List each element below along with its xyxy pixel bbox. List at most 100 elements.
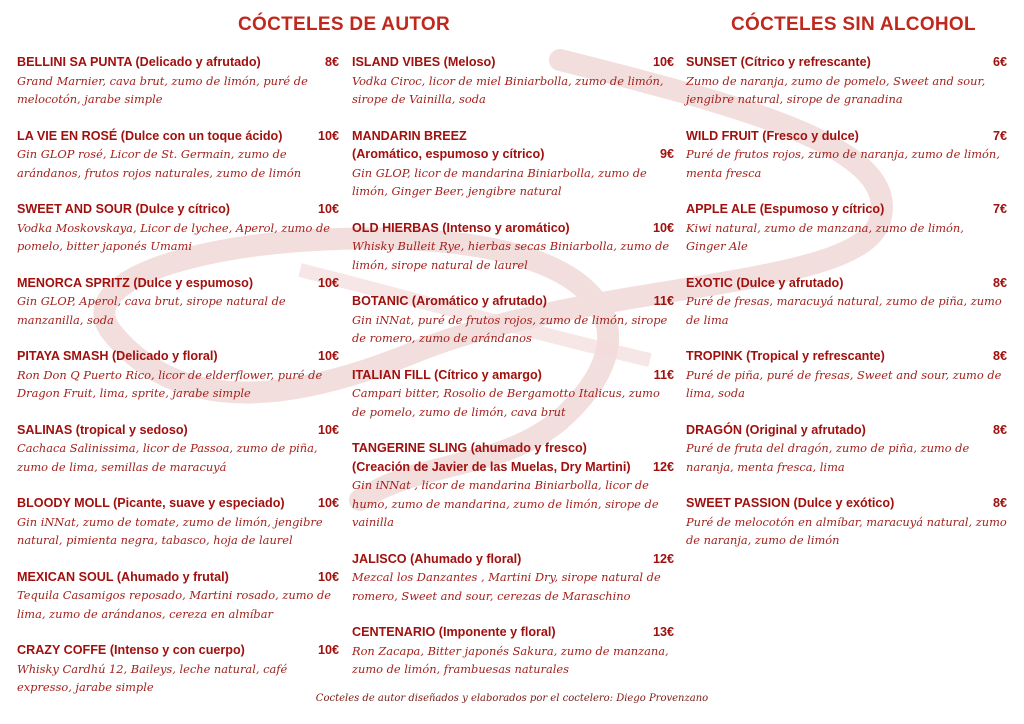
item-title-line: DRAGÓN (Original y afrutado) 8€ bbox=[686, 421, 1007, 440]
menu-item: OLD HIERBAS (Intenso y aromático) 10€ Whis… bbox=[352, 219, 674, 275]
item-price: 11€ bbox=[653, 367, 674, 382]
item-price: 8€ bbox=[324, 55, 339, 69]
menu-item: CENTENARIO (Imponente y floral) 13€ Ron Za… bbox=[352, 623, 674, 679]
menu-item: BLOODY MOLL (Picante, suave y especiado)… bbox=[17, 494, 339, 550]
item-description: Gin iNNat , licor de mandarina Biniarbol… bbox=[352, 478, 659, 529]
item-title-line: ITALIAN FILL (Cítrico y amargo) 11€ bbox=[352, 366, 674, 385]
item-description: Vodka Ciroc, licor de miel Biniarbolla, … bbox=[352, 73, 664, 107]
item-title-line: SWEET AND SOUR (Dulce y cítrico) 10€ bbox=[17, 200, 339, 219]
item-price: 8€ bbox=[992, 496, 1007, 510]
item-name: TANGERINE SLING (ahumado y fresco) bbox=[352, 441, 587, 455]
item-description: Puré de frutos rojos, zumo de naranja, z… bbox=[686, 147, 1000, 180]
item-name: TROPINK (Tropical y refrescante) bbox=[686, 349, 885, 363]
item-description: Gin GLOP, Aperol, cava brut, sirope natu… bbox=[17, 294, 286, 327]
menu-item: SWEET AND SOUR (Dulce y cítrico) 10€ Vodka… bbox=[17, 200, 339, 256]
item-price: 8€ bbox=[992, 349, 1007, 363]
item-title-line: SALINAS (tropical y sedoso) 10€ bbox=[17, 421, 339, 440]
item-title-line: PITAYA SMASH (Delicado y floral) 10€ bbox=[17, 347, 339, 366]
item-name: (Creación de Javier de las Muelas, Dry M… bbox=[352, 459, 631, 474]
item-price: 10€ bbox=[317, 275, 339, 290]
item-title-line: JALISCO (Ahumado y floral) 12€ bbox=[352, 550, 674, 569]
menu-item: WILD FRUIT (Fresco y dulce) 7€ Puré de fru… bbox=[686, 127, 1007, 183]
item-price: 11€ bbox=[653, 294, 674, 308]
footer-credit: Cocteles de autor diseñados y elaborados… bbox=[315, 693, 709, 704]
menu-item: MEXICAN SOUL (Ahumado y frutal) 10€ Tequil… bbox=[17, 568, 339, 624]
item-description: Ron Don Q Puerto Rico, licor de elderflo… bbox=[17, 367, 323, 401]
item-name: EXOTIC (Dulce y afrutado) bbox=[686, 275, 844, 290]
item-name: LA VIE EN ROSÉ (Dulce con un toque ácido… bbox=[17, 128, 283, 143]
item-description: Vodka Moskovskaya, Licor de lychee, Aper… bbox=[17, 220, 330, 254]
item-title-line: SUNSET (Cítrico y refrescante) 6€ bbox=[686, 53, 1007, 72]
item-name: WILD FRUIT (Fresco y dulce) bbox=[686, 128, 859, 143]
item-description: Gin iNNat, zumo de tomate, zumo de limón… bbox=[17, 514, 323, 548]
item-title-line: WILD FRUIT (Fresco y dulce) 7€ bbox=[686, 127, 1007, 146]
item-title-line: OLD HIERBAS (Intenso y aromático) 10€ bbox=[352, 219, 674, 238]
item-name: CRAZY COFFE (Intenso y con cuerpo) bbox=[17, 643, 245, 657]
menu-item: EXOTIC (Dulce y afrutado) 8€ Puré de fresa… bbox=[686, 274, 1007, 330]
item-description: Puré de fruta del dragón, zumo de piña, … bbox=[686, 441, 970, 474]
item-name: MANDARIN BREEZ bbox=[352, 128, 467, 143]
menu-item: SWEET PASSION (Dulce y exótico) 8€ Puré de… bbox=[686, 494, 1007, 550]
item-title-line: EXOTIC (Dulce y afrutado) 8€ bbox=[686, 274, 1007, 293]
item-description: Puré de fresas, maracuyá natural, zumo d… bbox=[686, 294, 1002, 327]
item-title-line: BELLINI SA PUNTA (Delicado y afrutado) 8€ bbox=[17, 53, 339, 72]
item-title-line: CENTENARIO (Imponente y floral) 13€ bbox=[352, 623, 674, 642]
column-autor-1: BELLINI SA PUNTA (Delicado y afrutado) 8€… bbox=[17, 53, 339, 715]
item-description: Puré de piña, puré de fresas, Sweet and … bbox=[686, 367, 1002, 401]
item-price: 10€ bbox=[652, 55, 674, 69]
item-price: 10€ bbox=[317, 202, 339, 216]
menu-item: CRAZY COFFE (Intenso y con cuerpo) 10€ Whi… bbox=[17, 641, 339, 697]
item-name: CENTENARIO (Imponente y floral) bbox=[352, 625, 556, 639]
menu-item: ISLAND VIBES (Meloso) 10€ Vodka Ciroc, lic… bbox=[352, 53, 674, 109]
item-name: MEXICAN SOUL (Ahumado y frutal) bbox=[17, 569, 229, 584]
item-description: Campari bitter, Rosolio de Bergamotto It… bbox=[352, 386, 660, 419]
item-name: BELLINI SA PUNTA (Delicado y afrutado) bbox=[17, 55, 261, 69]
item-description: Grand Marnier, cava brut, zumo de limón,… bbox=[17, 73, 308, 107]
item-description: Tequila Casamigos reposado, Martini rosa… bbox=[17, 588, 332, 621]
item-description: Gin GLOP, licor de mandarina Biniarbolla… bbox=[352, 165, 647, 199]
heading-cocteles-sin-alcohol: CÓCTELES SIN ALCOHOL bbox=[731, 14, 976, 35]
item-name: SALINAS (tropical y sedoso) bbox=[17, 422, 188, 437]
item-price: 10€ bbox=[317, 128, 339, 143]
item-price: 10€ bbox=[652, 220, 674, 235]
item-name: SUNSET (Cítrico y refrescante) bbox=[686, 55, 871, 69]
menu-item: MANDARIN BREEZ (Aromático, espumoso y cít… bbox=[352, 127, 674, 201]
item-name: APPLE ALE (Espumoso y cítrico) bbox=[686, 202, 885, 216]
item-description: Mezcal los Danzantes , Martini Dry, siro… bbox=[352, 570, 661, 603]
item-description: Cachaca Salinissima, licor de Passoa, zu… bbox=[17, 441, 318, 474]
item-name: OLD HIERBAS (Intenso y aromático) bbox=[352, 220, 570, 235]
item-name: PITAYA SMASH (Delicado y floral) bbox=[17, 349, 218, 363]
item-description: Whisky Bulleit Rye, hierbas secas Biniar… bbox=[352, 239, 670, 272]
item-description: Puré de melocotón en almíbar, maracuyá n… bbox=[686, 514, 1007, 548]
item-name: (Aromático, espumoso y cítrico) bbox=[352, 147, 545, 161]
item-name: MENORCA SPRITZ (Dulce y espumoso) bbox=[17, 275, 254, 290]
item-price: 7€ bbox=[992, 202, 1007, 216]
item-description: Whisky Cardhú 12, Baileys, leche natural… bbox=[17, 661, 288, 695]
menu-item: SALINAS (tropical y sedoso) 10€ Cachaca Sa… bbox=[17, 421, 339, 477]
item-description: Kiwi natural, zumo de manzana, zumo de l… bbox=[686, 220, 964, 254]
item-price: 9€ bbox=[659, 147, 674, 161]
item-title-line: APPLE ALE (Espumoso y cítrico) 7€ bbox=[686, 200, 1007, 219]
item-name: SWEET AND SOUR (Dulce y cítrico) bbox=[17, 202, 230, 216]
item-name: JALISCO (Ahumado y floral) bbox=[352, 551, 522, 566]
menu-item: PITAYA SMASH (Delicado y floral) 10€ Ron D… bbox=[17, 347, 339, 403]
column-autor-2: ISLAND VIBES (Meloso) 10€ Vodka Ciroc, lic… bbox=[352, 53, 674, 697]
item-title-line: BOTANIC (Aromático y afrutado) 11€ bbox=[352, 292, 674, 311]
menu-item: SUNSET (Cítrico y refrescante) 6€ Zumo de … bbox=[686, 53, 1007, 109]
item-name: DRAGÓN (Original y afrutado) bbox=[686, 422, 866, 437]
item-price: 7€ bbox=[992, 128, 1007, 143]
column-sin-alcohol: SUNSET (Cítrico y refrescante) 6€ Zumo de … bbox=[686, 53, 1007, 568]
item-title-line: SWEET PASSION (Dulce y exótico) 8€ bbox=[686, 494, 1007, 513]
item-price: 12€ bbox=[652, 459, 674, 474]
menu-item: BELLINI SA PUNTA (Delicado y afrutado) 8€… bbox=[17, 53, 339, 109]
item-price: 6€ bbox=[992, 55, 1007, 69]
item-title-line: (Aromático, espumoso y cítrico) 9€ bbox=[352, 145, 674, 164]
item-name: BOTANIC (Aromático y afrutado) bbox=[352, 294, 547, 308]
item-description: Gin iNNat, puré de frutos rojos, zumo de… bbox=[352, 312, 668, 346]
menu-item: DRAGÓN (Original y afrutado) 8€ Puré de fr… bbox=[686, 421, 1007, 477]
item-title-line: ISLAND VIBES (Meloso) 10€ bbox=[352, 53, 674, 72]
menu-item: ITALIAN FILL (Cítrico y amargo) 11€ Campar… bbox=[352, 366, 674, 422]
item-title-line: LA VIE EN ROSÉ (Dulce con un toque ácido… bbox=[17, 127, 339, 146]
item-title-line: MANDARIN BREEZ bbox=[352, 127, 674, 146]
